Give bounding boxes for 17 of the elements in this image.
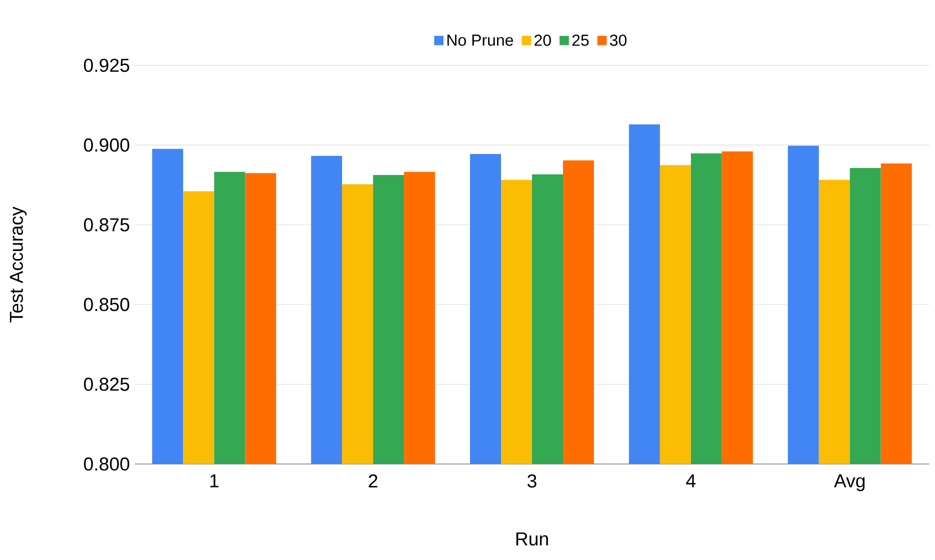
y-tick-label: 0.800 — [84, 457, 130, 471]
y-tick-label: 0.875 — [84, 218, 130, 232]
y-tick-label: 0.825 — [84, 378, 130, 391]
y-tick-label: 0.900 — [84, 138, 130, 152]
y-axis-title: Test Accuracy — [10, 206, 27, 322]
y-tick-label: 0.925 — [84, 58, 130, 72]
x-tick-label: Avg — [834, 474, 865, 492]
x-tick-label: 1 — [210, 474, 218, 488]
legend-label: 20 — [534, 34, 551, 46]
x-axis-title: Run — [516, 532, 548, 546]
legend-label: No Prune — [447, 34, 514, 46]
legend-label: 25 — [572, 34, 589, 46]
y-tick-label: 0.850 — [84, 298, 130, 312]
x-tick-label: 4 — [686, 474, 696, 488]
x-tick-label: 2 — [368, 474, 378, 488]
legend-label: 30 — [610, 34, 627, 46]
x-tick-label: 3 — [528, 474, 536, 488]
